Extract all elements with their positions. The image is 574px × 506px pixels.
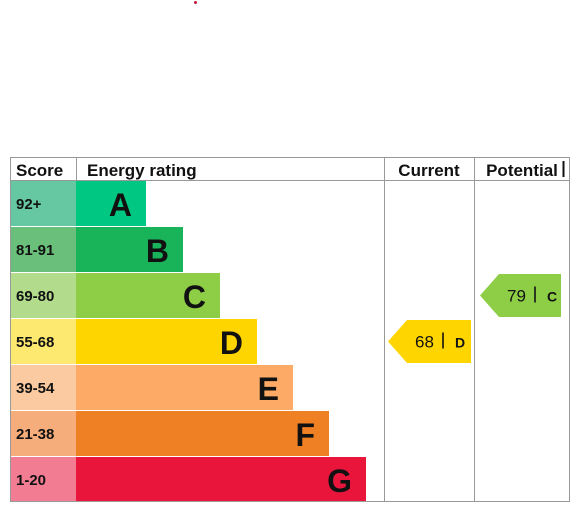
score-cell-d	[10, 319, 76, 364]
decorative-dot	[194, 1, 197, 4]
band-bar-b	[76, 227, 183, 272]
band-bar-d	[76, 319, 257, 364]
band-letter-e: E	[258, 371, 279, 407]
table-frame	[10, 157, 570, 502]
potential-rating-arrow	[480, 274, 561, 317]
band-bar-c	[76, 273, 220, 318]
score-label-c: 69-80	[16, 288, 54, 305]
score-cell-a	[10, 181, 76, 226]
score-cell-g	[10, 457, 76, 502]
score-label-f: 21-38	[16, 426, 54, 443]
score-label-a: 92+	[16, 196, 42, 213]
band-bar-a	[76, 181, 146, 226]
current-rating-letter: D	[455, 335, 465, 351]
current-rating-arrow	[388, 320, 471, 363]
band-letter-g: G	[327, 463, 352, 499]
band-bar-f	[76, 411, 329, 456]
current-rating-value: 68	[415, 333, 434, 352]
header-energy-rating: Energy rating	[87, 161, 197, 180]
band-bar-g	[76, 457, 366, 502]
band-letter-f: F	[295, 417, 315, 453]
score-cell-e	[10, 365, 76, 410]
score-cell-b	[10, 227, 76, 272]
header-current: Current	[398, 161, 460, 180]
header-score: Score	[16, 161, 63, 180]
potential-rating-value: 79	[507, 287, 526, 306]
score-label-e: 39-54	[16, 380, 55, 397]
band-bar-e	[76, 365, 293, 410]
header-potential: Potential	[486, 161, 558, 180]
band-letter-a: A	[109, 187, 132, 223]
score-label-g: 1-20	[16, 472, 46, 489]
score-label-d: 55-68	[16, 334, 54, 351]
score-label-b: 81-91	[16, 242, 54, 259]
band-letter-c: C	[183, 279, 206, 315]
score-cell-c	[10, 273, 76, 318]
potential-rating-letter: C	[547, 289, 557, 305]
score-cell-f	[10, 411, 76, 456]
band-letter-b: B	[146, 233, 169, 269]
band-letter-d: D	[220, 325, 243, 361]
